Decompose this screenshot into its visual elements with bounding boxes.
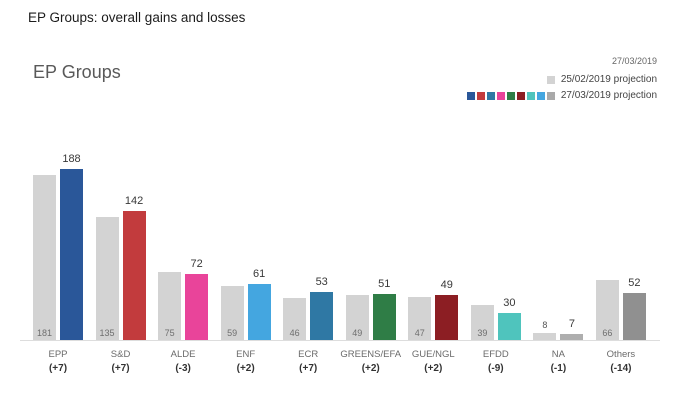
bar-new-value-label: 188 (62, 153, 81, 165)
legend-color-swatch-icon (486, 91, 495, 100)
legend-row: 25/02/2019 projection (546, 74, 657, 85)
bar-new-projection: 30 (497, 297, 521, 340)
bar-old-projection: 181 (33, 175, 56, 340)
bar-new-value-label: 72 (190, 258, 203, 270)
bar-old-value-label: 39 (477, 328, 488, 338)
legend-label: 27/03/2019 projection (560, 90, 657, 101)
bar-new-projection: 52 (622, 277, 646, 340)
bar-old-value-label: 8 (542, 320, 548, 330)
category-label: ALDE (170, 349, 196, 360)
bar-new-value-label: 53 (315, 276, 328, 288)
legend-color-swatch-icon (466, 91, 475, 100)
bar-group: 47 49 GUE/NGL (+2) (408, 150, 459, 374)
bar-group: 46 53 ECR (+7) (283, 150, 334, 374)
bar-group: 8 7 NA (-1) (533, 150, 584, 374)
bar-new-value-label: 142 (124, 195, 144, 207)
chart-date: 27/03/2019 (611, 56, 657, 66)
bar-new-value-label: 7 (568, 318, 575, 330)
legend-color-swatch-icon (516, 91, 525, 100)
bar-group: 66 52 Others (-14) (595, 150, 646, 374)
legend-color-swatch-icon (506, 91, 515, 100)
bar-old-value-label: 75 (164, 328, 175, 338)
category-label: EFDD (482, 349, 509, 360)
category-label: ECR (298, 349, 319, 360)
bar-old-value-label: 46 (289, 328, 300, 338)
bar-new-projection: 7 (560, 318, 584, 340)
bar-old-value-label: 135 (99, 328, 115, 338)
bar-old-value-label: 59 (227, 328, 238, 338)
bar-group: 49 51 GREENS/EFA (+2) (340, 150, 401, 374)
bar-new-projection: 49 (435, 279, 459, 340)
bar-group: 181 188 EPP (+7) (33, 150, 83, 374)
change-label: (+7) (299, 363, 318, 374)
bar-new-projection: 51 (372, 278, 396, 340)
bar-old-projection: 47 (408, 297, 432, 340)
bar-old-value-label: 47 (414, 328, 425, 338)
chart-title: EP Groups (33, 62, 121, 82)
bar-new-projection: 53 (310, 276, 334, 340)
bar-old-projection: 39 (470, 305, 494, 340)
category-label: Others (606, 349, 636, 360)
category-label: ENF (236, 349, 256, 360)
x-axis-baseline (20, 340, 660, 341)
legend-color-swatch-icon (546, 91, 555, 100)
bar-old-projection: 59 (220, 286, 244, 340)
category-label: GREENS/EFA (340, 349, 402, 360)
legend-color-swatch-icon (536, 91, 545, 100)
legend-color-swatch-icon (526, 91, 535, 100)
bar-new-projection: 188 (60, 153, 83, 340)
bar-old-value-label: 181 (36, 328, 53, 338)
bar-new-projection: 72 (185, 258, 209, 340)
category-label: S&D (110, 349, 131, 360)
change-label: (-9) (488, 363, 504, 374)
bar-new-projection: 142 (122, 195, 146, 340)
change-label: (-14) (610, 363, 632, 374)
bar-old-projection: 66 (595, 280, 619, 340)
bar-new-value-label: 30 (503, 297, 516, 309)
bar-new-value-label: 52 (628, 277, 641, 289)
change-label: (+7) (48, 363, 68, 374)
change-label: (-1) (550, 363, 567, 374)
legend-color-swatch-icon (546, 75, 555, 84)
change-label: (-3) (175, 363, 191, 374)
bar-old-projection: 135 (95, 217, 119, 340)
legend-row: 27/03/2019 projection (466, 90, 657, 101)
bar-group: 75 72 ALDE (-3) (158, 150, 209, 374)
bar-groups: 181 188 EPP (+7) 135 142 S&D (+7) 75 72 ALDE (-3) 59… (33, 150, 646, 374)
bar-old-projection: 8 (533, 320, 557, 340)
legend-swatch-icon (466, 91, 555, 100)
legend-color-swatch-icon (496, 91, 505, 100)
category-label: EPP (48, 349, 68, 360)
legend-swatch-icon (546, 75, 555, 84)
change-label: (+2) (361, 363, 380, 374)
change-label: (+2) (424, 363, 443, 374)
bar-old-projection: 46 (283, 298, 307, 340)
bar-old-projection: 49 (345, 295, 369, 340)
bar-new-value-label: 49 (440, 279, 453, 291)
page-title: EP Groups: overall gains and losses (28, 10, 246, 25)
legend-color-swatch-icon (476, 91, 485, 100)
bar-group: 59 61 ENF (+2) (220, 150, 271, 374)
bar-new-value-label: 51 (378, 278, 391, 290)
bar-old-projection: 75 (158, 272, 182, 340)
bar-old-value-label: 66 (602, 328, 613, 338)
category-label: NA (551, 349, 565, 360)
legend-label: 25/02/2019 projection (560, 74, 657, 85)
change-label: (+2) (236, 363, 255, 374)
legend: 25/02/2019 projection 27/03/2019 projecti… (466, 74, 657, 101)
bar-old-value-label: 49 (352, 328, 363, 338)
bar-group: 135 142 S&D (+7) (95, 150, 146, 374)
bar-new-projection: 61 (247, 268, 271, 340)
bar-group: 39 30 EFDD (-9) (470, 150, 521, 374)
change-label: (+7) (111, 363, 130, 374)
category-label: GUE/NGL (411, 349, 455, 360)
bar-new-value-label: 61 (253, 268, 266, 280)
